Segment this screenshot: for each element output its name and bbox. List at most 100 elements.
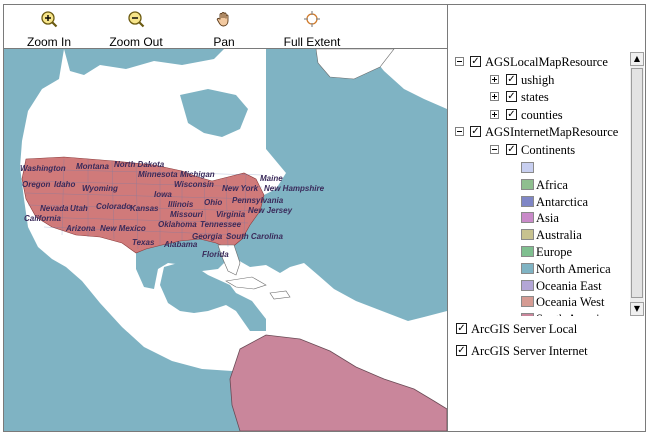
state-label: Oregon [22, 180, 51, 189]
toc-resource-internet: ✓ AGSInternetMapResource [452, 124, 630, 140]
state-label: Oklahoma [158, 220, 197, 229]
arctic-waters [64, 49, 224, 75]
south-america [229, 334, 447, 431]
legend-label: Oceania West [536, 295, 605, 310]
state-label: Minnesota [138, 170, 178, 179]
state-label: Ohio [204, 198, 222, 207]
table-of-contents: ✓ AGSLocalMapResource ✓ ushigh ✓ states … [452, 52, 630, 316]
zoom-in-button[interactable]: Zoom In [14, 5, 84, 49]
legend-swatch [521, 195, 534, 207]
state-label: Colorado [96, 202, 131, 211]
scroll-thumb[interactable] [631, 68, 643, 298]
toc-scrollbar[interactable]: ▲ ▼ [630, 52, 644, 316]
zoom-out-button[interactable]: Zoom Out [101, 5, 171, 49]
state-label: Tennessee [200, 220, 242, 229]
legend-swatch [521, 279, 534, 291]
legend-swatch [521, 229, 534, 241]
state-label: Kansas [130, 204, 159, 213]
legend-item: Oceania East [452, 278, 630, 294]
legend-swatch [521, 162, 534, 173]
toc-layer-continents: ✓ Continents [452, 142, 630, 158]
scroll-up-button[interactable]: ▲ [630, 52, 644, 66]
state-label: Nevada [40, 204, 69, 213]
expand-toggle[interactable] [490, 110, 499, 119]
pacific-ocean [4, 49, 266, 431]
server-local-label: ArcGIS Server Local [471, 322, 578, 336]
legend-item: Asia [452, 210, 630, 226]
greenland [315, 49, 395, 80]
full-extent-icon [304, 11, 320, 27]
toc-layer-ushigh: ✓ ushigh [452, 72, 630, 88]
legend-item: Europe [452, 244, 630, 260]
state-label: New Hampshire [264, 184, 325, 193]
state-label: Alabama [163, 240, 198, 249]
state-label: Missouri [170, 210, 204, 219]
cuba [225, 276, 267, 290]
resource-local-label: AGSLocalMapResource [485, 55, 608, 69]
collapse-toggle[interactable] [490, 145, 499, 154]
pan-button[interactable]: Pan [199, 5, 249, 49]
state-label: Idaho [54, 180, 75, 189]
map-toolbar: Zoom In Zoom Out Pan Full Extent [4, 5, 447, 49]
state-label: New York [222, 184, 259, 193]
full-extent-label: Full Extent [283, 35, 341, 49]
layer-ushigh-checkbox[interactable]: ✓ [506, 74, 517, 85]
legend-swatch [521, 313, 534, 316]
zoom-out-icon [128, 11, 145, 28]
state-label: Georgia [192, 232, 223, 241]
panel-divider-vertical [447, 4, 448, 432]
toc-header-area [448, 5, 645, 48]
legend-label: North America [536, 261, 611, 276]
scroll-down-button[interactable]: ▼ [630, 302, 644, 316]
layer-counties-checkbox[interactable]: ✓ [506, 109, 517, 120]
pan-hand-icon [216, 12, 229, 27]
collapse-toggle[interactable] [455, 57, 464, 66]
layer-ushigh-label: ushigh [521, 73, 555, 87]
zoom-in-icon [41, 11, 58, 28]
full-extent-button[interactable]: Full Extent [276, 5, 348, 49]
state-label: Illinois [168, 200, 194, 209]
layer-continents-checkbox[interactable]: ✓ [506, 144, 517, 155]
resource-local-checkbox[interactable]: ✓ [470, 56, 481, 67]
expand-toggle[interactable] [490, 75, 499, 84]
state-label: Texas [132, 238, 155, 247]
state-label: North Dakota [114, 160, 165, 169]
state-label: Wisconsin [174, 180, 214, 189]
state-label: New Mexico [100, 224, 146, 233]
legend-label: Antarctica [536, 194, 589, 209]
legend-item: Africa [452, 177, 630, 193]
county-lines [23, 158, 263, 250]
legend-label: Oceania East [536, 278, 602, 293]
atlantic-ocean [230, 49, 447, 321]
resource-internet-checkbox[interactable]: ✓ [470, 126, 481, 137]
legend-swatch [521, 246, 534, 257]
map-canvas: Washington Montana North Dakota Minnesot… [4, 49, 447, 431]
state-label: Pennsylvania [232, 196, 284, 205]
legend-label: Europe [536, 245, 573, 259]
legend-label: Africa [536, 177, 568, 192]
expand-toggle[interactable] [490, 92, 499, 101]
layer-states-checkbox[interactable]: ✓ [506, 91, 517, 102]
hudson-bay [180, 89, 248, 137]
layer-states-label: states [521, 90, 549, 104]
state-label: New Jersey [248, 206, 293, 215]
server-local-checkbox[interactable]: ✓ [456, 323, 467, 334]
legend-item: Oceania West [452, 294, 630, 310]
layer-continents-label: Continents [521, 143, 576, 157]
legend-swatch [521, 296, 534, 308]
legend-label: South America [536, 311, 611, 316]
toc-resource-local: ✓ AGSLocalMapResource [452, 54, 630, 70]
map-view[interactable]: Washington Montana North Dakota Minnesot… [4, 49, 447, 431]
state-label: Wyoming [82, 184, 118, 193]
collapse-toggle[interactable] [455, 127, 464, 136]
layer-counties-label: counties [521, 108, 563, 122]
server-internet-checkbox[interactable]: ✓ [456, 345, 467, 356]
legend-item: Antarctica [452, 194, 630, 210]
toc-layer-states: ✓ states [452, 89, 630, 105]
legend-swatch [521, 178, 534, 190]
gulf-of-mexico [136, 235, 228, 289]
state-label: Washington [20, 164, 66, 173]
state-label: Arizona [65, 224, 96, 233]
state-label: Virginia [216, 210, 246, 219]
state-label: Michigan [180, 170, 215, 179]
